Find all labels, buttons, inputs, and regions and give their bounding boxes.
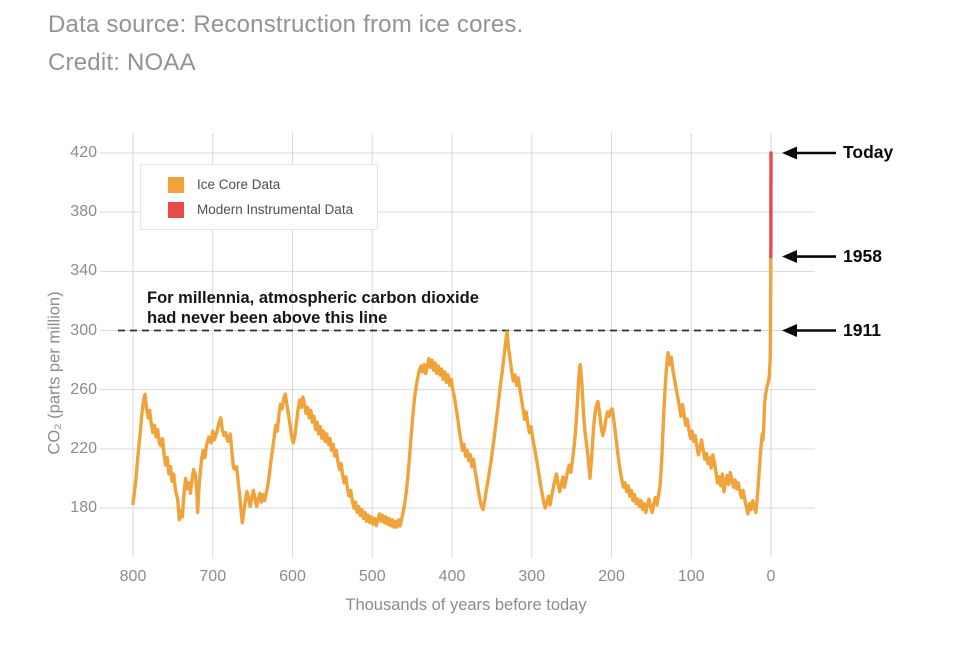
- arrow-label-1911: 1911: [843, 319, 881, 340]
- y-tick-label: 300: [70, 321, 97, 339]
- y-tick-label: 420: [70, 144, 97, 161]
- arrow-label-today: Today: [843, 142, 894, 162]
- y-tick-label: 340: [70, 262, 97, 280]
- chart-credits: Data source: Reconstruction from ice cor…: [48, 6, 523, 82]
- x-tick-label: 0: [766, 568, 776, 585]
- arrow-head-icon: [782, 146, 797, 160]
- y-tick-label: 220: [70, 439, 97, 457]
- x-tick-label: 700: [199, 568, 227, 585]
- arrow-head-icon: [782, 250, 797, 264]
- ice-core-swatch-icon: [168, 176, 184, 193]
- y-tick-label: 180: [70, 499, 97, 516]
- y-tick-label: 260: [70, 380, 97, 398]
- x-tick-label: 600: [279, 568, 306, 585]
- threshold-annotation-line2: had never been above this line: [147, 308, 388, 327]
- y-tick-label: 380: [70, 203, 97, 221]
- arrow-head-icon: [782, 324, 797, 337]
- legend-item-modern: Modern Instrumental Data: [168, 201, 377, 218]
- threshold-annotation-line1: For millennia, atmospheric carbon dioxid…: [147, 289, 479, 307]
- x-tick-label: 100: [677, 568, 705, 585]
- modern-data-swatch-icon: [168, 201, 184, 218]
- credit-text: Credit: NOAA: [48, 49, 196, 76]
- series-line: [131, 254, 773, 529]
- legend-item-ice-core: Ice Core Data: [168, 176, 377, 193]
- x-tick-label: 800: [119, 568, 147, 585]
- threshold-annotation: For millennia, atmospheric carbon dioxid…: [147, 289, 479, 328]
- x-axis-title: Thousands of years before today: [345, 596, 587, 614]
- x-tick-label: 200: [598, 568, 625, 585]
- legend-label: Modern Instrumental Data: [197, 202, 354, 217]
- x-tick-label: 300: [518, 568, 546, 585]
- y-axis-title: CO₂ (parts per million): [45, 291, 64, 455]
- x-tick-label: 500: [358, 568, 386, 585]
- x-tick-label: 400: [438, 568, 466, 585]
- legend: Ice Core Data Modern Instrumental Data: [140, 164, 378, 230]
- data-source-text: Data source: Reconstruction from ice cor…: [48, 11, 524, 38]
- arrow-label-1958: 1958: [843, 245, 882, 266]
- legend-label: Ice Core Data: [197, 177, 281, 192]
